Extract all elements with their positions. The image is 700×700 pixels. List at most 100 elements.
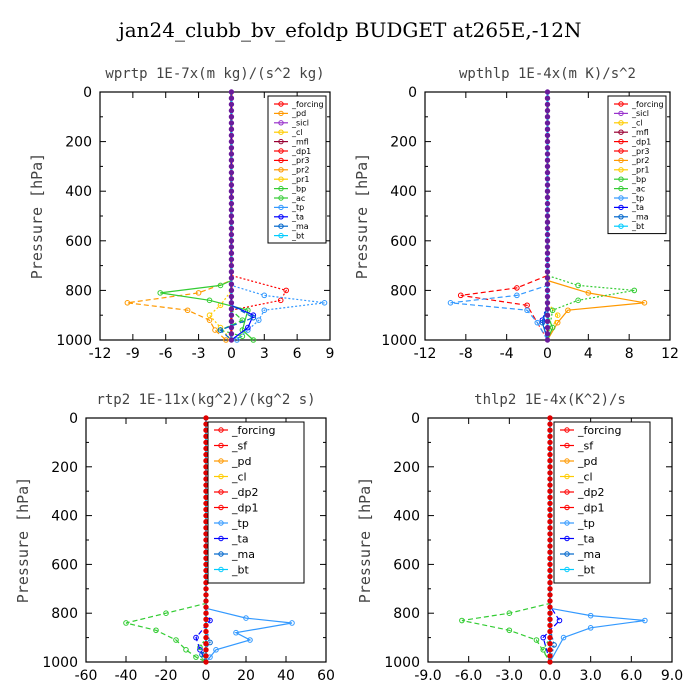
legend-marker xyxy=(278,214,284,220)
series-marker xyxy=(124,300,131,306)
series-marker xyxy=(556,617,563,624)
x-tick-label: 12 xyxy=(661,346,679,362)
series-line-ma xyxy=(219,92,255,341)
zero-line-marker xyxy=(228,194,235,201)
zero-line-marker xyxy=(544,300,551,306)
chart-panel-2: wpthlp 1E-4x(m K)/s^2 Pressure [hPa] 0 200 4… xyxy=(353,66,679,362)
x-tick-label: -6 xyxy=(159,346,173,362)
x-tick-label: -12 xyxy=(414,346,437,362)
panel-title: rtp2 1E-11x(kg^2)/(kg^2 s) xyxy=(96,392,315,408)
series-marker xyxy=(250,314,257,321)
series-line-dp2 xyxy=(461,418,551,663)
zero-line-marker xyxy=(228,250,235,256)
x-tick-label: 8 xyxy=(625,346,634,362)
series-marker xyxy=(233,629,239,636)
legend-marker xyxy=(218,489,224,495)
legend-marker xyxy=(618,148,624,154)
legend-marker xyxy=(218,551,224,557)
zero-line-marker xyxy=(544,194,551,201)
legend-label: _pr2 xyxy=(631,156,649,165)
y-tick-label: 0 xyxy=(408,85,417,101)
zero-line-marker xyxy=(228,188,235,194)
zero-line-marker xyxy=(544,200,551,207)
zero-line-marker xyxy=(547,647,553,653)
legend-marker xyxy=(218,566,224,573)
y-tick-label: 400 xyxy=(390,184,417,200)
panel-title: wpthlp 1E-4x(m K)/s^2 xyxy=(459,66,636,82)
zero-line-marker xyxy=(228,213,235,219)
chart-panel-4: thlp2 1E-4x(K^2)/s Pressure [hPa] 0 200 400 6… xyxy=(356,392,683,684)
legend-marker xyxy=(618,110,624,117)
zero-line-marker xyxy=(547,512,553,519)
legend-marker xyxy=(618,195,624,201)
zero-line-marker xyxy=(203,415,209,421)
zero-line-marker xyxy=(228,269,235,275)
zero-line-marker xyxy=(547,561,553,568)
x-tick-label: 20 xyxy=(237,668,255,684)
series-marker xyxy=(641,300,648,306)
series-marker xyxy=(256,317,262,323)
series-line-tp xyxy=(205,418,293,663)
zero-line-marker xyxy=(228,318,235,325)
x-tick-label: 6.0 xyxy=(620,668,642,684)
legend-label: _pd xyxy=(231,455,251,468)
series-marker xyxy=(560,634,567,641)
legend-marker xyxy=(278,232,284,239)
series-marker xyxy=(184,307,191,314)
legend-label: _dp2 xyxy=(231,486,258,499)
zero-line-marker xyxy=(544,312,551,318)
zero-line-marker xyxy=(544,324,551,331)
series-marker xyxy=(206,312,213,319)
zero-line-marker xyxy=(228,132,235,139)
zero-line-marker xyxy=(547,464,553,470)
zero-line-marker xyxy=(547,482,553,488)
y-tick-label: 600 xyxy=(390,234,417,250)
zero-line-marker xyxy=(544,225,551,232)
legend-label: _mfl xyxy=(291,137,309,146)
series-marker xyxy=(183,647,189,653)
legend-label: _pr2 xyxy=(291,166,309,175)
zero-line-marker xyxy=(228,120,235,126)
zero-line-marker xyxy=(228,138,235,145)
legend-label: _sicl xyxy=(291,119,309,128)
zero-line-marker xyxy=(544,269,551,275)
x-tick-label: -8 xyxy=(459,346,473,362)
chart-panel-1: wprtp 1E-7x(m kg)/(s^2 kg) Pressure [hPa]… xyxy=(28,66,334,362)
legend-marker xyxy=(218,442,224,449)
series-line-dp2 xyxy=(125,418,207,663)
legend-label: _ma xyxy=(231,548,255,561)
panel-title: wprtp 1E-7x(m kg)/(s^2 kg) xyxy=(105,66,324,82)
page-title: jan24_clubb_bv_efoldp BUDGET at265E,-12N xyxy=(118,18,582,42)
zero-line-marker xyxy=(547,586,553,592)
series-marker xyxy=(261,307,268,314)
zero-line-marker xyxy=(544,207,551,213)
y-axis-label: Pressure [hPa] xyxy=(28,153,46,279)
x-tick-label: 0.0 xyxy=(539,668,561,684)
legend-box xyxy=(553,421,651,584)
series-marker xyxy=(239,333,246,340)
zero-line-marker xyxy=(544,126,551,132)
zero-line-marker xyxy=(203,592,209,598)
zero-line-marker xyxy=(547,445,553,452)
legend-label: _sf xyxy=(231,439,248,452)
legend-marker xyxy=(618,120,624,126)
series-marker xyxy=(197,644,203,651)
zero-line-marker xyxy=(203,628,209,635)
legend-marker xyxy=(278,101,284,107)
legend-label: _cl xyxy=(631,119,643,128)
zero-line-marker xyxy=(228,331,235,337)
zero-line-marker xyxy=(228,107,235,114)
y-tick-label: 200 xyxy=(393,460,420,476)
legend-label: _dp1 xyxy=(291,147,311,156)
series-marker xyxy=(195,290,202,296)
series-marker xyxy=(223,337,229,343)
zero-line-marker xyxy=(547,610,553,616)
zero-line-marker xyxy=(544,89,551,95)
series-marker xyxy=(250,337,257,343)
zero-line-marker xyxy=(544,287,551,294)
legend-marker xyxy=(564,566,570,573)
legend-label: _pr3 xyxy=(291,156,309,165)
zero-line-marker xyxy=(547,604,553,610)
zero-line-marker xyxy=(203,598,209,604)
panel-title: thlp2 1E-4x(K^2)/s xyxy=(474,392,626,408)
